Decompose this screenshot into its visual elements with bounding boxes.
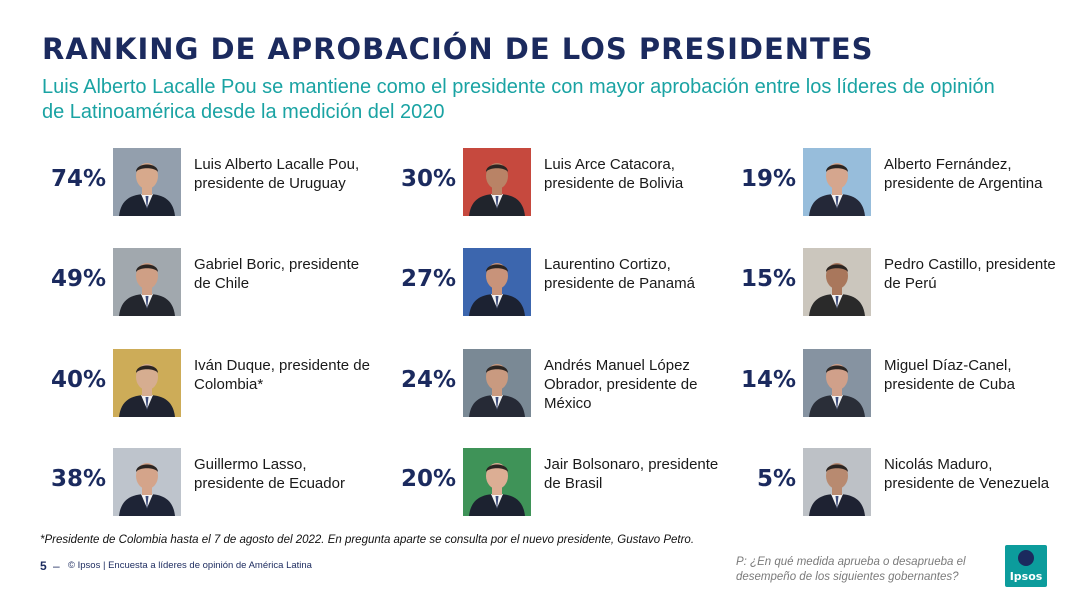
approval-percentage: 49% [50, 266, 106, 292]
approval-percentage: 38% [50, 466, 106, 492]
approval-percentage: 15% [740, 266, 796, 292]
approval-percentage: 5% [756, 466, 796, 492]
president-card: 14% Miguel Díaz-Canel, presidente de Cuba [738, 349, 1068, 419]
president-name: Laurentino Cortizo, presidente de Panamá [544, 256, 695, 292]
president-photo [463, 349, 531, 417]
president-name: Nicolás Maduro, presidente de Venezuela [884, 456, 1050, 492]
president-card: 40% Iván Duque, presidente de Colombia* [48, 349, 378, 419]
president-photo [113, 148, 181, 216]
footnote: *Presidente de Colombia hasta el 7 de ag… [40, 534, 695, 546]
president-card: 74% Luis Alberto Lacalle Pou, presidente … [48, 148, 378, 218]
page-number: 5 [40, 559, 47, 573]
president-name: Miguel Díaz-Canel, presidente de Cuba [884, 357, 1015, 393]
president-name: Guillermo Lasso, presidente de Ecuador [194, 456, 345, 492]
president-photo [803, 349, 871, 417]
president-card: 27% Laurentino Cortizo, presidente de Pan… [398, 248, 728, 318]
copyright-text: © Ipsos | Encuesta a líderes de opinión … [68, 560, 312, 571]
ipsos-logo-text: Ipsos [1009, 570, 1043, 583]
approval-percentage: 40% [50, 367, 106, 393]
approval-percentage: 20% [400, 466, 456, 492]
president-card: 19% Alberto Fernández, presidente de Arge… [738, 148, 1068, 218]
president-name: Iván Duque, presidente de Colombia* [194, 357, 370, 393]
president-name: Gabriel Boric, presidente de Chile [194, 256, 360, 292]
approval-percentage: 74% [50, 166, 106, 192]
president-card: 49% Gabriel Boric, presidente de Chile [48, 248, 378, 318]
page-title: RANKING DE APROBACIÓN DE LOS PRESIDENTES [42, 32, 874, 66]
approval-percentage: 27% [400, 266, 456, 292]
approval-percentage: 24% [400, 367, 456, 393]
president-photo [463, 248, 531, 316]
president-name: Luis Alberto Lacalle Pou, presidente de … [194, 156, 360, 192]
president-name: Jair Bolsonaro, presidente de Brasil [544, 456, 719, 492]
president-card: 15% Pedro Castillo, presidente de Perú [738, 248, 1068, 318]
approval-percentage: 30% [400, 166, 456, 192]
ipsos-logo-mark [1018, 550, 1034, 566]
survey-question: P: ¿En qué medida aprueba o desaprueba e… [736, 556, 966, 583]
president-card: 20% Jair Bolsonaro, presidente de Brasil [398, 448, 728, 518]
ipsos-logo: Ipsos [1005, 545, 1047, 587]
president-photo [113, 248, 181, 316]
president-card: 5% Nicolás Maduro, presidente de Venezuel… [738, 448, 1068, 518]
approval-percentage: 19% [740, 166, 796, 192]
president-card: 24% Andrés Manuel López Obrador, presiden… [398, 349, 728, 419]
president-card: 30% Luis Arce Catacora, presidente de Bol… [398, 148, 728, 218]
president-photo [803, 448, 871, 516]
president-name: Andrés Manuel López Obrador, presidente … [544, 357, 698, 412]
president-photo [803, 148, 871, 216]
president-name: Luis Arce Catacora, presidente de Bolivi… [544, 156, 684, 192]
approval-percentage: 14% [740, 367, 796, 393]
president-name: Alberto Fernández, presidente de Argenti… [884, 156, 1043, 192]
president-photo [113, 448, 181, 516]
president-photo [113, 349, 181, 417]
president-photo [463, 148, 531, 216]
page-number-dash: – [53, 559, 60, 573]
president-card: 38% Guillermo Lasso, presidente de Ecuado… [48, 448, 378, 518]
page-subtitle: Luis Alberto Lacalle Pou se mantiene com… [42, 76, 995, 123]
president-photo [463, 448, 531, 516]
president-name: Pedro Castillo, presidente de Perú [884, 256, 1056, 292]
president-photo [803, 248, 871, 316]
